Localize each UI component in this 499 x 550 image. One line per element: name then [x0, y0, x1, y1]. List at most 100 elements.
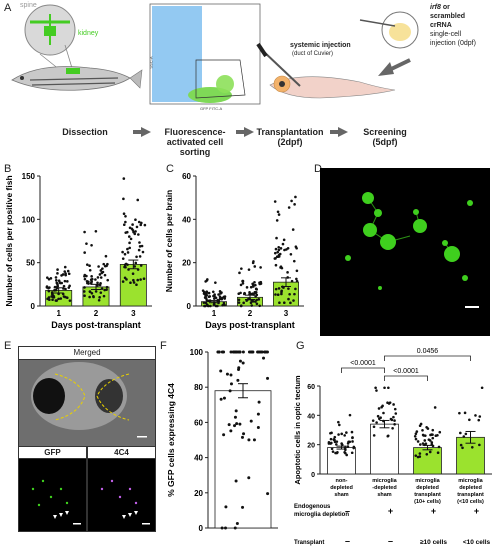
data-point [237, 301, 241, 304]
row-label-transplant: Transplant [294, 540, 324, 546]
data-point [393, 419, 396, 422]
data-point [64, 287, 67, 291]
data-point [256, 412, 260, 416]
data-point [430, 441, 434, 444]
data-point [254, 283, 257, 287]
data-point [287, 297, 290, 301]
data-point [461, 446, 464, 450]
data-point [393, 422, 396, 426]
data-point [414, 432, 418, 436]
y-tick-label: 20 [182, 259, 191, 268]
category-label: sham [334, 492, 348, 498]
category-label: sham [377, 492, 391, 498]
data-point [136, 278, 140, 282]
data-point [126, 251, 130, 254]
data-point [294, 245, 298, 249]
data-point [383, 386, 386, 390]
data-point [126, 247, 129, 251]
data-point [128, 226, 132, 230]
data-point [209, 304, 212, 308]
data-point [90, 243, 93, 247]
y-tick-label: 0 [199, 524, 204, 533]
data-point [382, 411, 385, 415]
category-label: microglia [415, 478, 440, 484]
data-point [474, 414, 477, 417]
data-point [234, 479, 238, 483]
data-point [88, 268, 92, 272]
data-point [83, 294, 86, 297]
data-point [350, 451, 354, 455]
data-point [418, 424, 422, 428]
data-point [415, 430, 419, 433]
data-point [131, 272, 135, 276]
data-point [345, 453, 348, 457]
data-point [477, 418, 481, 422]
data-point [99, 276, 103, 279]
data-point [240, 267, 243, 270]
data-point [229, 382, 233, 386]
data-point [88, 290, 92, 294]
data-point [218, 295, 222, 298]
data-point [285, 248, 288, 251]
data-point [293, 292, 296, 296]
category-label: microglia [458, 478, 483, 484]
panel-label-d: D [314, 163, 322, 175]
data-point [140, 221, 143, 225]
data-point [238, 422, 242, 426]
data-point [241, 279, 244, 283]
category-label: (10+ cells) [414, 499, 441, 505]
data-point [429, 433, 432, 437]
data-point [265, 350, 269, 354]
data-point [249, 419, 253, 423]
data-point [94, 278, 97, 281]
data-point [214, 281, 217, 284]
data-point [122, 197, 125, 201]
data-point [66, 280, 69, 283]
data-point [216, 350, 220, 354]
data-point [427, 438, 431, 441]
data-point [372, 425, 376, 429]
data-point [274, 257, 277, 260]
data-point [335, 440, 339, 443]
data-point [287, 206, 291, 209]
y-axis-label: Number of cells per positive fish [4, 175, 14, 306]
data-point [276, 293, 280, 297]
data-point [255, 302, 259, 306]
data-point [262, 356, 266, 360]
data-point [143, 223, 147, 227]
data-point [122, 223, 126, 227]
data-point [228, 389, 232, 393]
data-point [256, 425, 260, 429]
data-point [129, 237, 133, 241]
data-point [459, 431, 462, 435]
data-point [98, 296, 101, 299]
data-point [106, 262, 109, 266]
data-point [59, 297, 63, 300]
panel-label-g: G [296, 340, 305, 352]
data-point [219, 292, 222, 295]
row1-value: – [345, 506, 350, 516]
y-tick-label: 100 [190, 348, 204, 357]
data-point [137, 248, 141, 252]
data-point [233, 526, 237, 530]
data-point [92, 294, 95, 298]
data-point [277, 245, 281, 249]
data-point [263, 350, 267, 354]
x-axis-label: Days post-transplant [51, 320, 141, 330]
y-tick-label: 150 [22, 172, 36, 181]
data-point [375, 389, 378, 392]
data-point [254, 295, 257, 298]
data-point [97, 265, 100, 268]
y-tick-label: 100 [22, 215, 36, 224]
data-point [63, 270, 67, 273]
data-point [231, 350, 235, 354]
data-point [276, 210, 280, 214]
data-point [340, 442, 343, 445]
data-point [343, 450, 346, 454]
category-label: depleted [416, 485, 439, 491]
data-point [273, 251, 277, 255]
category-label: transplant [414, 492, 441, 498]
data-point [56, 272, 59, 275]
data-point [121, 280, 125, 283]
step-transplantation: Transplantation (2dpf) [256, 127, 324, 147]
